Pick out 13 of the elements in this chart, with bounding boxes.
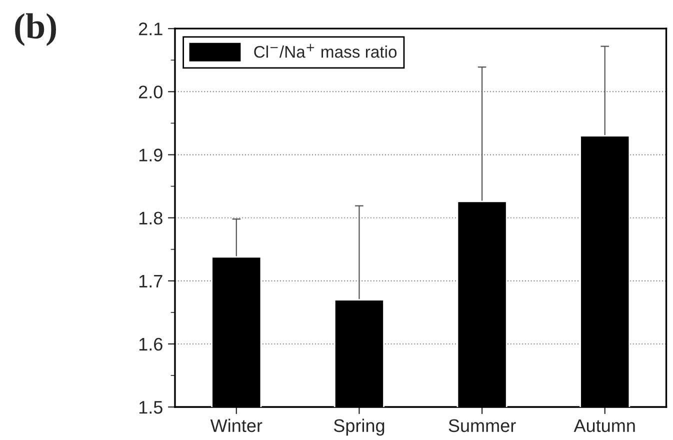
x-tick-label: Summer [448,419,516,432]
y-tick-label: 1.5 [139,401,162,414]
y-tick-label: 1.8 [139,212,162,225]
text: (b) [15,13,56,46]
y-tick-label: 1.9 [139,148,162,162]
legend-label: Cl$^{−}$/Na$^{+}$ mass ratio [254,44,397,58]
y-tick-label: 2.0 [138,86,162,98]
x-tick-label: Autumn [574,419,635,432]
y-tick-label: 2.1 [138,22,162,36]
y-tick-label: 1.6 [139,338,162,351]
y-tick-label: 1.7 [139,274,162,288]
x-tick-label: Winter [210,418,262,432]
x-tick-label: Spring [334,418,384,436]
